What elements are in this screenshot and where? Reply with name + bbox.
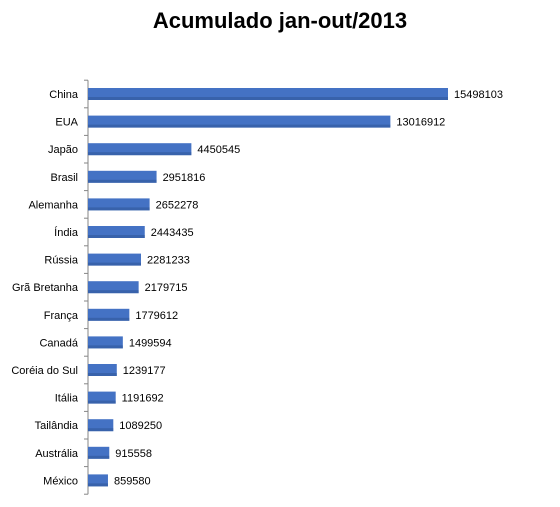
bar-shade-2 xyxy=(88,152,192,156)
bar-shade-5 xyxy=(88,235,145,238)
data-label: 1499594 xyxy=(129,337,172,349)
bar-shade-7 xyxy=(88,290,139,294)
data-label: 1239177 xyxy=(123,365,166,377)
data-label: 2951816 xyxy=(163,172,206,184)
bar-shade-11 xyxy=(88,400,116,404)
data-label: 1779612 xyxy=(135,310,178,322)
data-label: 4450545 xyxy=(197,144,240,156)
bar-shade-10 xyxy=(88,373,117,376)
category-label: Canadá xyxy=(39,337,78,349)
bar-shade-1 xyxy=(88,124,391,128)
bar-shade-13 xyxy=(88,455,110,459)
category-label: Grã Bretanha xyxy=(12,282,79,294)
category-label: Austrália xyxy=(35,448,79,460)
category-label: Tailândia xyxy=(35,420,79,432)
data-label: 15498103 xyxy=(454,89,503,101)
data-label: 2281233 xyxy=(147,255,190,267)
category-label: Brasil xyxy=(50,172,78,184)
category-label: Itália xyxy=(55,393,79,405)
bar-shade-12 xyxy=(88,428,114,432)
data-label: 2179715 xyxy=(145,282,188,294)
data-label: 859580 xyxy=(114,475,151,487)
category-label: Alemanha xyxy=(28,199,78,211)
category-label: Coréia do Sul xyxy=(11,365,78,377)
data-label: 915558 xyxy=(115,448,152,460)
bar-shade-4 xyxy=(88,207,150,211)
bar-shade-0 xyxy=(88,97,448,100)
data-label: 2443435 xyxy=(151,227,194,239)
category-label: Japão xyxy=(48,144,78,156)
data-label: 1191692 xyxy=(122,393,164,405)
bar-shade-14 xyxy=(88,483,108,487)
bar-shade-9 xyxy=(88,345,123,349)
category-label: Índia xyxy=(54,226,79,239)
chart-title: Acumulado jan-out/2013 xyxy=(152,8,408,33)
data-label: 1089250 xyxy=(119,420,162,432)
category-label: França xyxy=(44,310,79,322)
data-label: 13016912 xyxy=(396,117,445,129)
bar-shade-8 xyxy=(88,317,130,321)
category-label: China xyxy=(49,89,79,101)
data-label: 2652278 xyxy=(156,199,199,211)
category-label: Rússia xyxy=(44,255,79,267)
bar-shade-3 xyxy=(88,179,157,183)
category-label: EUA xyxy=(55,117,78,129)
category-label: México xyxy=(43,475,78,487)
bar-shade-6 xyxy=(88,262,141,266)
